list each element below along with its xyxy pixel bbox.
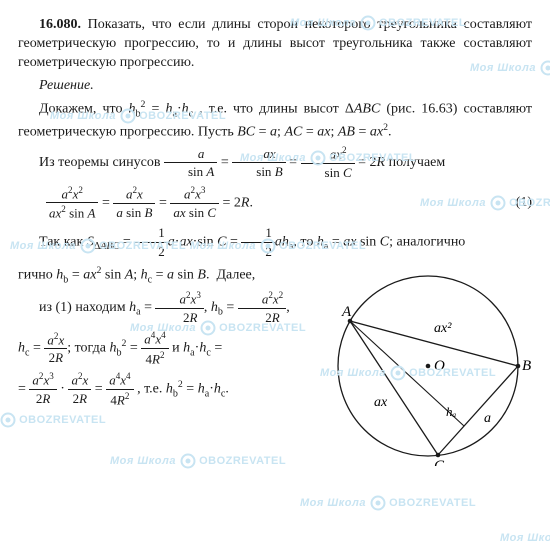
diagram: A B C O ax² ax a hₐ [324, 266, 532, 466]
label-O: O [434, 358, 445, 374]
label-B: B [522, 358, 531, 374]
solution-heading: Решение. [18, 77, 532, 96]
problem-text: Показать, что если длины сторон некоторо… [18, 17, 532, 70]
height-label: hₐ [446, 404, 457, 419]
equation-number: (1) [502, 194, 532, 213]
equation-1: a2x2ax2 sin A = a2xa sin B = a2x3ax sin … [18, 184, 532, 223]
edge-ab: ax² [434, 321, 452, 336]
area-line: Так как SΔABC = 12a·ax·sin C = 12aha, то… [18, 224, 532, 260]
edge-ac: ax [374, 395, 388, 410]
watermark: Моя Школа OBOZREVATEL [500, 530, 550, 546]
edge-bc: a [484, 411, 491, 426]
problem-statement: 16.080. Показать, что если длины сторон … [18, 16, 532, 73]
label-C: C [434, 458, 445, 466]
sine-rule-line: Из теоремы синусов asin A = axsin B = ax… [18, 144, 532, 181]
problem-number: 16.080. [39, 17, 81, 32]
label-A: A [341, 304, 352, 320]
proof-intro: Докажем, что hb2 = ha·hc , т.е. что длин… [18, 98, 532, 143]
watermark: Моя Школа OBOZREVATEL [300, 495, 476, 511]
